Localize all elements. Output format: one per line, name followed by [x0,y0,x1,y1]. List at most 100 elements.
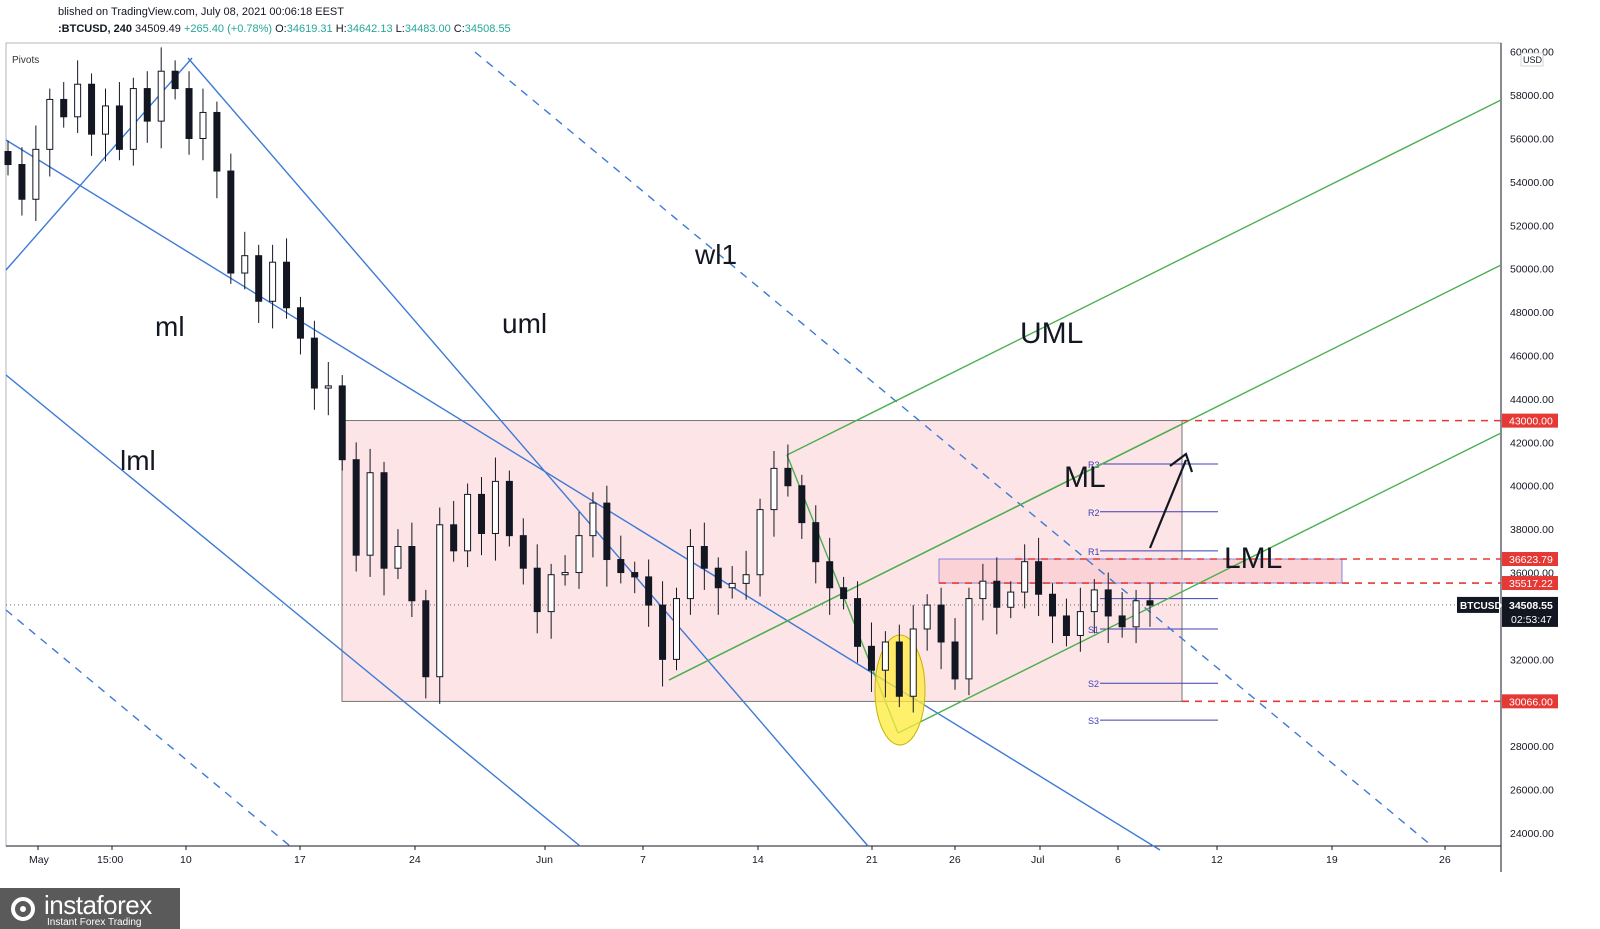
symbol-label: :BTCUSD, 240 [58,23,132,35]
y-tick-label: 56000.00 [1510,133,1554,145]
annotation-lml: LML [1224,542,1282,575]
y-tick-label: 40000.00 [1510,481,1554,493]
high-label: H: [335,23,347,35]
price-label: 30066.00 [1509,696,1553,708]
candle-body [840,587,848,600]
x-tick-label: 12 [1211,854,1223,866]
candle-body [700,546,708,569]
x-tick-label: 6 [1115,854,1121,866]
candle-body [672,598,680,660]
candle-body [32,148,40,200]
arrow-head [1169,452,1194,473]
candle-body [589,502,597,537]
x-tick-label: 14 [752,854,764,866]
candle-body [1062,615,1070,636]
candle-body [380,472,388,569]
candle-body [450,524,458,552]
candle-body [366,472,374,556]
y-tick-label: 38000.00 [1510,524,1554,536]
y-tick-label: 46000.00 [1510,351,1554,363]
pitchfork-line-blue [5,139,1161,851]
candle-body [561,572,569,576]
instaforex-logo: instaforex Instant Forex Trading [0,888,180,929]
currency-label: USD [1523,55,1543,65]
price-label-bg [1502,576,1558,591]
candle-body [505,480,513,537]
candle-body [993,580,1001,608]
pitchfork-line-blue [187,57,869,847]
warning-line-blue [474,51,1433,847]
candle-body [575,535,583,574]
annotation-ml: ML [1064,461,1106,494]
y-tick-label: 42000.00 [1510,437,1554,449]
low-label: L: [395,23,405,35]
warning-line-blue [5,609,291,847]
candle-body [269,261,277,302]
x-tick-label: 17 [294,854,306,866]
candle-body [171,70,179,90]
x-tick-label: 15:00 [97,854,123,866]
last-price-text: 34509.49 [135,23,181,35]
candle-body [979,580,987,600]
candle-body [422,600,430,678]
x-tick-label: 24 [409,854,421,866]
candle-body [770,467,778,511]
published-info: blished on TradingView.com, July 08, 202… [58,6,344,18]
resistance-box [938,558,1343,584]
candle-body [519,535,527,569]
close-label: C: [453,23,465,35]
x-tick-label: 7 [640,854,646,866]
candle-body [951,641,959,680]
currency-box [1520,52,1544,67]
candle-body [686,546,694,600]
pivot-label: S1 [1088,625,1099,635]
candle-body [338,385,346,461]
y-tick-label: 32000.00 [1510,654,1554,666]
logo-text: instaforex [44,890,152,920]
x-tick-label: 10 [180,854,192,866]
candle-body [742,574,750,584]
candle-body [1021,561,1029,593]
symbol-tag-bg [1457,596,1499,613]
last-price-bg [1502,596,1558,627]
x-tick-label: 26 [1439,854,1451,866]
symbol-tag: BTCUSD [1460,601,1502,612]
candle-body [408,546,416,602]
candle-body [1007,591,1015,608]
x-tick-label: 19 [1326,854,1338,866]
y-tick-label: 58000.00 [1510,90,1554,102]
candle-body [491,480,499,534]
candle-body [46,98,54,150]
high-value: 34642.13 [346,23,393,35]
pitchfork-line-blue [5,374,581,847]
pivot-label: R2 [1088,508,1100,518]
y-tick-label: 26000.00 [1510,785,1554,797]
countdown-label: 02:53:47 [1511,614,1552,626]
candle-body [547,574,555,613]
y-tick-label: 52000.00 [1510,220,1554,232]
price-label: 43000.00 [1509,416,1553,428]
candle-body [255,255,263,302]
candle-body [352,459,360,556]
candle-body [1035,561,1043,595]
candle-body [714,567,722,589]
indicator-label: Pivots [12,55,39,66]
pitchfork-line-green [786,99,1502,456]
candle-body [784,467,792,487]
annotation-lml: lml [120,445,156,476]
symbol-ohlc-bar: :BTCUSD, 240 34509.49 +265.40 (+0.78%) O… [58,23,511,35]
candle-body [101,105,109,135]
price-label-bg [1502,413,1558,428]
x-tick-label: Jul [1031,854,1044,866]
candle-body [157,70,165,122]
candle-body [937,604,945,643]
price-label: 35517.22 [1509,578,1553,590]
candle-body [645,576,653,606]
candle-body [60,98,68,118]
candle-body [631,572,639,578]
candle-body [923,604,931,630]
candle-body [1104,589,1112,617]
candle-body [1132,600,1140,628]
candle-body [1118,615,1126,628]
